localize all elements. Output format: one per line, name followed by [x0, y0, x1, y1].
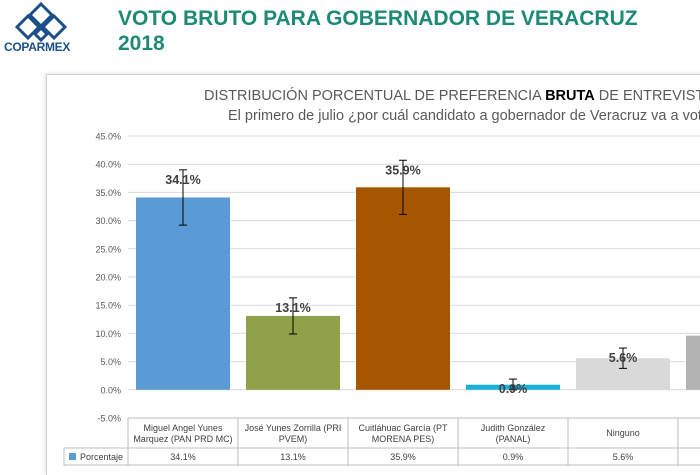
category-label: José Yunes Zorrilla (PRI	[245, 423, 342, 433]
y-tick-label: 5.0%	[100, 357, 121, 367]
category-label: PVEM)	[279, 434, 308, 444]
data-label: 34.1%	[165, 173, 200, 187]
category-label: Ninguno	[606, 428, 640, 438]
y-tick-label: 45.0%	[95, 132, 121, 142]
table-value: 35.9%	[390, 452, 416, 462]
y-tick-label: 15.0%	[95, 301, 121, 311]
y-tick-label: 10.0%	[95, 329, 121, 339]
data-label: 13.1%	[275, 301, 310, 315]
header: COPARMEX VOTO BRUTO PARA GOBERNADOR DE V…	[0, 0, 700, 70]
category-label: Miguel Angel Yunes	[144, 423, 223, 433]
category-label: Marquez (PAN PRD MC)	[133, 434, 232, 444]
chart-subtitle: El primero de julio ¿por cuál candidato …	[228, 108, 700, 124]
table-value: 34.1%	[170, 452, 196, 462]
legend-label: Porcentaje	[80, 452, 123, 462]
table-value: 0.9%	[503, 452, 524, 462]
y-tick-label: 20.0%	[95, 273, 121, 283]
category-label: Judith González	[481, 423, 546, 433]
chart-title: DISTRIBUCIÓN PORCENTUAL DE PREFERENCIA B…	[204, 88, 700, 104]
y-tick-label: 30.0%	[95, 216, 121, 226]
chart-title-part-1: DISTRIBUCIÓN PORCENTUAL DE PREFERENCIA	[204, 88, 546, 104]
category-label: (PANAL)	[496, 434, 531, 444]
category-label: Cuitláhuac García (PT	[358, 423, 448, 433]
data-label: 5.6%	[609, 351, 638, 365]
bar	[136, 197, 230, 390]
chart-title-part-2: DE ENTREVISTA	[598, 88, 700, 104]
bar	[356, 187, 450, 390]
logo-text: COPARMEX	[4, 40, 71, 54]
data-label: 0.9%	[499, 382, 528, 396]
table-value: 13.1%	[280, 452, 306, 462]
y-tick-label: -5.0%	[97, 414, 121, 424]
y-tick-label: 25.0%	[95, 244, 121, 254]
bar	[686, 335, 700, 390]
chart-title-emphasis: BRUTA	[545, 88, 595, 104]
page-title: VOTO BRUTO PARA GOBERNADOR DE VERACRUZ 2…	[118, 7, 638, 55]
table-value: 5.6%	[613, 452, 634, 462]
coparmex-logo-icon	[14, 2, 68, 43]
legend-key	[69, 453, 76, 460]
y-tick-label: 0.0%	[100, 385, 121, 395]
y-tick-label: 35.0%	[95, 188, 121, 198]
category-label: MORENA PES)	[372, 434, 435, 444]
data-label: 35.9%	[385, 163, 420, 177]
y-tick-label: 40.0%	[95, 160, 121, 170]
